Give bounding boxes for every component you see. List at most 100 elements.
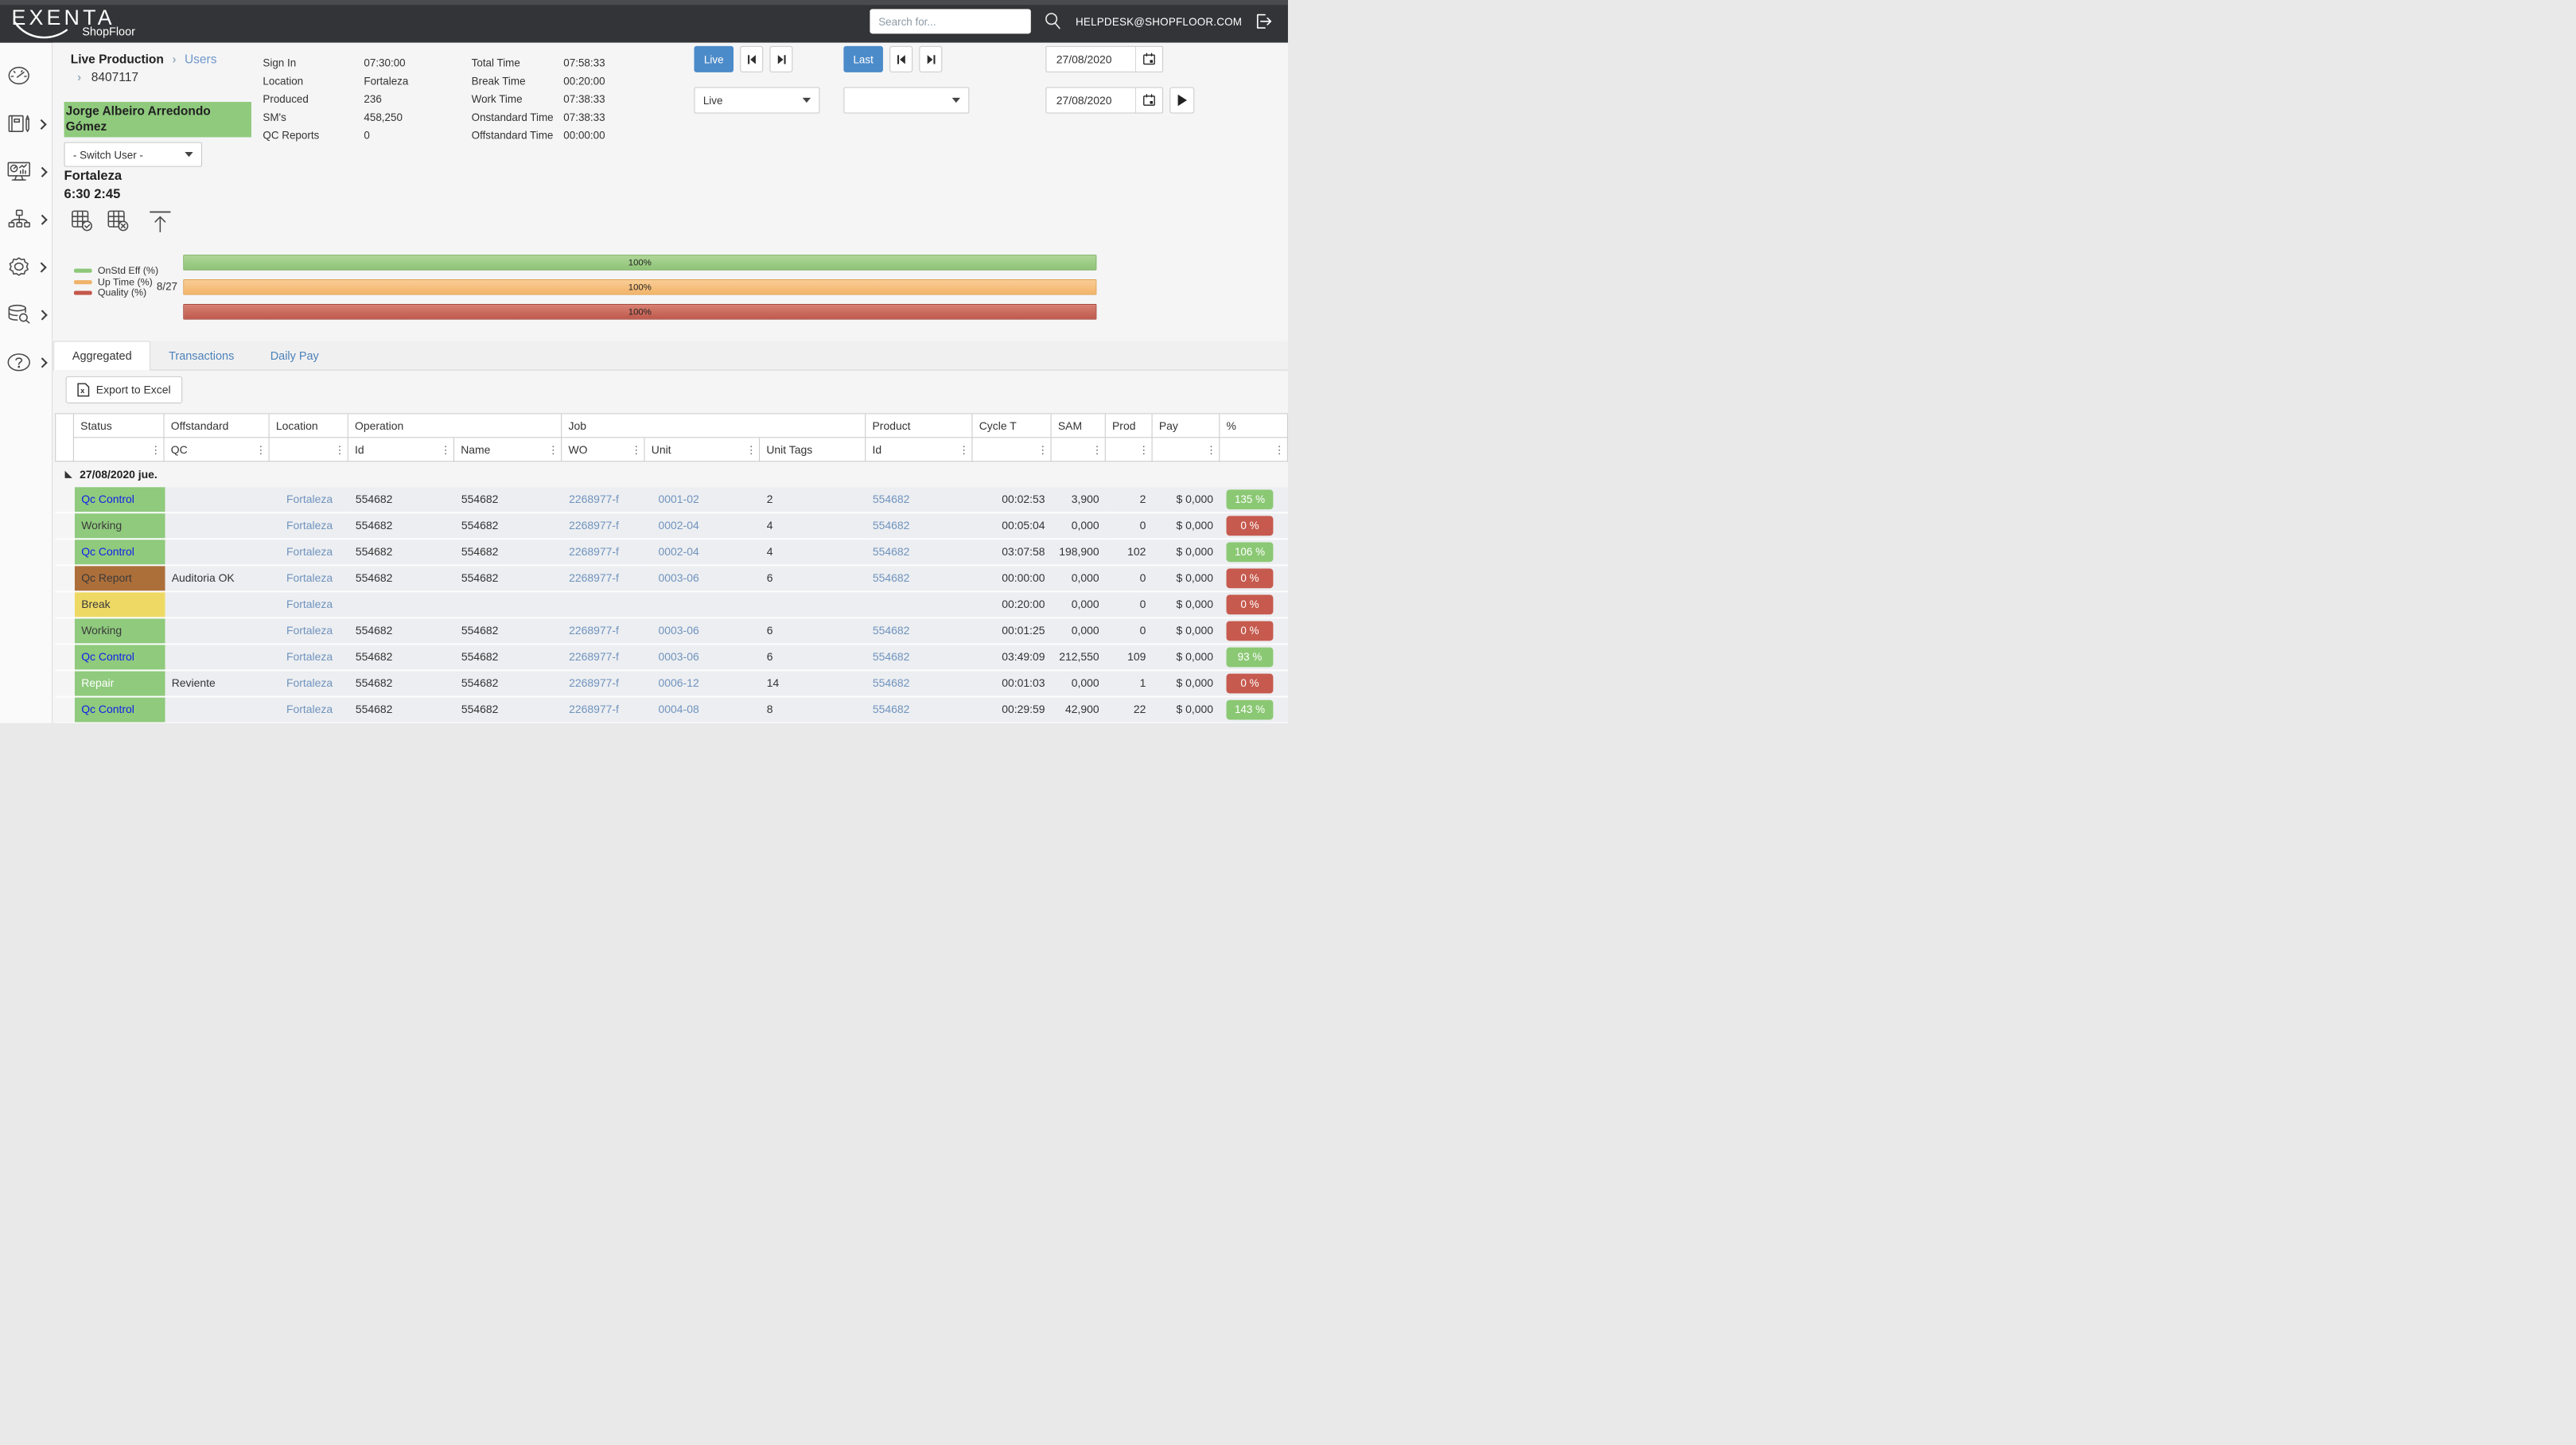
- live-button[interactable]: Live: [694, 45, 734, 72]
- sidebar-item-dashboard[interactable]: [0, 53, 52, 100]
- column-menu-icon[interactable]: ⋮: [547, 443, 559, 457]
- cell-location[interactable]: Fortaleza: [270, 671, 349, 696]
- column-menu-icon[interactable]: ⋮: [958, 443, 970, 457]
- switch-user-select[interactable]: - Switch User -: [64, 142, 202, 167]
- export-to-excel-button[interactable]: x Export to Excel: [65, 376, 183, 403]
- cell-location[interactable]: Fortaleza: [270, 618, 349, 644]
- cell-location[interactable]: Fortaleza: [270, 566, 349, 591]
- cell-unit[interactable]: 0002-04: [645, 513, 761, 539]
- filter-select[interactable]: [843, 87, 970, 114]
- column-menu-icon[interactable]: ⋮: [255, 443, 267, 457]
- column-header-prod[interactable]: Prod: [1105, 414, 1153, 438]
- cell-unit[interactable]: 0003-06: [645, 566, 761, 591]
- table-row[interactable]: Qc Report Auditoria OK Fortaleza 554682 5546…: [55, 566, 1288, 593]
- cell-product-id[interactable]: 554682: [866, 513, 973, 539]
- table-row[interactable]: Working Fortaleza 554682 554682 2268977-f 000…: [55, 513, 1288, 540]
- cell-product-id[interactable]: 554682: [866, 566, 973, 591]
- sidebar-item-production-journal[interactable]: [0, 100, 52, 148]
- column-header-cycle-t[interactable]: Cycle T: [972, 414, 1052, 438]
- column-header--[interactable]: %: [1220, 414, 1288, 438]
- cell-wo[interactable]: 2268977-f: [562, 539, 646, 565]
- column-header-product[interactable]: Product: [866, 414, 973, 438]
- cell-product-id[interactable]: 554682: [866, 539, 973, 565]
- breadcrumb-live-production[interactable]: Live Production: [70, 53, 164, 67]
- column-header-pay[interactable]: Pay: [1152, 414, 1220, 438]
- cell-location[interactable]: Fortaleza: [270, 697, 349, 722]
- cell-product-id[interactable]: 554682: [866, 487, 973, 512]
- sidebar-item-reports[interactable]: [0, 148, 52, 196]
- table-row[interactable]: Working Fortaleza 554682 554682 2268977-f 000…: [55, 618, 1288, 645]
- cell-product-id[interactable]: 554682: [866, 645, 973, 670]
- cell-unit[interactable]: 0003-06: [645, 645, 761, 670]
- column-menu-icon[interactable]: ⋮: [334, 443, 345, 457]
- sidebar-item-help[interactable]: [0, 338, 52, 386]
- cell-unit[interactable]: 0001-02: [645, 487, 761, 512]
- cell-unit[interactable]: 0004-08: [645, 697, 761, 722]
- table-row[interactable]: Break Fortaleza 00:20:00 0,000 0 $ 0,000 0 %: [55, 592, 1288, 619]
- cell-unit[interactable]: 0006-12: [645, 671, 761, 696]
- column-menu-icon[interactable]: ⋮: [745, 443, 757, 457]
- sidebar-item-data-query[interactable]: [0, 291, 52, 339]
- sidebar-item-organization[interactable]: [0, 196, 52, 243]
- search-input[interactable]: [870, 9, 1032, 34]
- cell-wo[interactable]: 2268977-f: [562, 697, 646, 722]
- cell-product-id[interactable]: 554682: [866, 618, 973, 644]
- cell-location[interactable]: Fortaleza: [270, 645, 349, 670]
- collapse-group-icon[interactable]: [64, 470, 72, 478]
- cell-wo[interactable]: 2268977-f: [562, 487, 646, 512]
- logout-icon[interactable]: [1254, 11, 1274, 31]
- cell-wo[interactable]: 2268977-f: [562, 618, 646, 644]
- cell-wo[interactable]: 2268977-f: [562, 513, 646, 539]
- cell-location[interactable]: Fortaleza: [270, 487, 349, 512]
- column-menu-icon[interactable]: ⋮: [1274, 443, 1285, 457]
- skip-start-button-2[interactable]: [889, 45, 913, 72]
- search-icon[interactable]: [1043, 10, 1064, 32]
- cell-unit[interactable]: 0003-06: [645, 618, 761, 644]
- cell-wo[interactable]: 2268977-f: [562, 671, 646, 696]
- column-header-status[interactable]: Status: [73, 414, 165, 438]
- skip-end-button[interactable]: [769, 45, 793, 72]
- column-header-offstandard[interactable]: Offstandard: [164, 414, 270, 438]
- column-header-operation[interactable]: Operation: [348, 414, 562, 438]
- date-from-field[interactable]: 27/08/2020: [1045, 45, 1164, 72]
- cell-product-id[interactable]: 554682: [866, 671, 973, 696]
- table-row[interactable]: Qc Control Fortaleza 554682 554682 2268977-f…: [55, 697, 1288, 723]
- tab-transactions[interactable]: Transactions: [169, 349, 235, 363]
- column-header-sam[interactable]: SAM: [1051, 414, 1106, 438]
- play-button[interactable]: [1169, 87, 1195, 114]
- last-button[interactable]: Last: [843, 45, 883, 72]
- sidebar-item-settings[interactable]: [0, 243, 52, 291]
- cell-location[interactable]: Fortaleza: [270, 513, 349, 539]
- date-to-field[interactable]: 27/08/2020: [1045, 87, 1164, 114]
- skip-start-button[interactable]: [740, 45, 764, 72]
- column-header-job[interactable]: Job: [562, 414, 866, 438]
- tab-aggregated[interactable]: Aggregated: [53, 341, 151, 371]
- column-menu-icon[interactable]: ⋮: [440, 443, 451, 457]
- calendar-icon[interactable]: [1134, 88, 1162, 113]
- calendar-icon[interactable]: [1134, 46, 1162, 72]
- table-row[interactable]: Qc Control Fortaleza 554682 554682 2268977-f…: [55, 487, 1288, 514]
- column-menu-icon[interactable]: ⋮: [630, 443, 642, 457]
- column-menu-icon[interactable]: ⋮: [1037, 443, 1049, 457]
- table-row[interactable]: Qc Control Fortaleza 554682 554682 2268977-f…: [55, 645, 1288, 672]
- date-to-value[interactable]: 27/08/2020: [1056, 94, 1112, 107]
- table-row[interactable]: Repair Reviente Fortaleza 554682 554682 22689…: [55, 671, 1288, 698]
- view-mode-select[interactable]: Live: [694, 87, 820, 114]
- cell-unit[interactable]: 0002-04: [645, 539, 761, 565]
- table-check-icon[interactable]: [71, 209, 94, 232]
- column-menu-icon[interactable]: ⋮: [150, 443, 161, 457]
- cell-location[interactable]: Fortaleza: [270, 592, 349, 617]
- breadcrumb-user-id[interactable]: 8407117: [91, 70, 138, 85]
- cell-status[interactable]: Qc Control: [74, 697, 165, 722]
- cell-wo[interactable]: 2268977-f: [562, 645, 646, 670]
- tab-daily-pay[interactable]: Daily Pay: [270, 349, 319, 363]
- grid-group-row[interactable]: 27/08/2020 jue.: [55, 462, 1288, 487]
- cell-status[interactable]: Qc Control: [74, 539, 165, 565]
- cell-wo[interactable]: 2268977-f: [562, 566, 646, 591]
- breadcrumb-users[interactable]: Users: [184, 53, 217, 67]
- cell-location[interactable]: Fortaleza: [270, 539, 349, 565]
- upload-icon[interactable]: [148, 209, 173, 232]
- table-row[interactable]: Qc Control Fortaleza 554682 554682 2268977-f…: [55, 539, 1288, 567]
- column-menu-icon[interactable]: ⋮: [1138, 443, 1150, 457]
- skip-end-button-2[interactable]: [919, 45, 943, 72]
